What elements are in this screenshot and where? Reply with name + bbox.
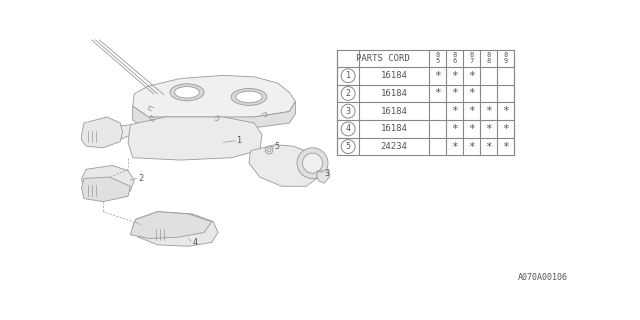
Ellipse shape — [170, 84, 204, 101]
Text: 8: 8 — [486, 52, 490, 58]
Polygon shape — [90, 124, 136, 142]
Text: *: * — [451, 106, 458, 116]
Text: 8: 8 — [503, 52, 508, 58]
Text: *: * — [485, 106, 492, 116]
Polygon shape — [132, 75, 296, 119]
Polygon shape — [81, 177, 131, 202]
Text: 8: 8 — [435, 52, 440, 58]
Text: PARTS CORD: PARTS CORD — [356, 54, 410, 63]
Circle shape — [303, 153, 323, 173]
Ellipse shape — [236, 91, 262, 103]
Text: 16184: 16184 — [380, 71, 407, 80]
Text: 9: 9 — [503, 59, 508, 65]
Text: 16184: 16184 — [380, 107, 407, 116]
Text: 4: 4 — [193, 238, 198, 247]
Polygon shape — [81, 165, 134, 196]
Text: *: * — [451, 88, 458, 99]
Text: *: * — [485, 141, 492, 152]
Text: *: * — [468, 124, 475, 134]
Ellipse shape — [175, 86, 199, 98]
Bar — [337, 50, 514, 156]
Text: 5: 5 — [275, 142, 280, 151]
Text: *: * — [434, 88, 441, 99]
Circle shape — [341, 86, 355, 100]
Polygon shape — [81, 117, 123, 148]
Polygon shape — [131, 212, 212, 239]
Text: 3: 3 — [324, 169, 330, 178]
Circle shape — [341, 140, 355, 154]
Text: *: * — [468, 106, 475, 116]
Text: 16184: 16184 — [380, 124, 407, 133]
Text: 1: 1 — [346, 71, 351, 80]
Text: *: * — [451, 141, 458, 152]
Text: 8: 8 — [486, 59, 490, 65]
Text: *: * — [502, 141, 509, 152]
Polygon shape — [128, 117, 262, 160]
Text: 6: 6 — [452, 59, 456, 65]
Text: *: * — [468, 141, 475, 152]
Text: 2: 2 — [346, 89, 351, 98]
Text: 8: 8 — [452, 52, 456, 58]
Text: 16184: 16184 — [380, 89, 407, 98]
Ellipse shape — [231, 88, 267, 105]
Text: 5: 5 — [435, 59, 440, 65]
Text: *: * — [451, 124, 458, 134]
Polygon shape — [132, 101, 296, 131]
Text: *: * — [451, 71, 458, 81]
Circle shape — [341, 69, 355, 83]
Text: 7: 7 — [469, 59, 474, 65]
Text: 4: 4 — [346, 124, 351, 133]
Circle shape — [341, 122, 355, 136]
Text: A070A00106: A070A00106 — [518, 274, 568, 283]
Polygon shape — [249, 145, 322, 186]
Text: 5: 5 — [346, 142, 351, 151]
Polygon shape — [132, 212, 218, 246]
Text: *: * — [485, 124, 492, 134]
Text: 8: 8 — [469, 52, 474, 58]
Text: *: * — [468, 88, 475, 99]
Text: 24234: 24234 — [380, 142, 407, 151]
Text: 3: 3 — [346, 107, 351, 116]
Polygon shape — [316, 171, 330, 183]
Circle shape — [341, 104, 355, 118]
Text: *: * — [468, 71, 475, 81]
Circle shape — [297, 148, 328, 179]
Circle shape — [268, 148, 271, 152]
Text: 2: 2 — [138, 174, 143, 183]
Text: *: * — [434, 71, 441, 81]
Text: *: * — [502, 106, 509, 116]
Text: 1: 1 — [237, 136, 242, 145]
Text: *: * — [502, 124, 509, 134]
Circle shape — [265, 146, 273, 154]
